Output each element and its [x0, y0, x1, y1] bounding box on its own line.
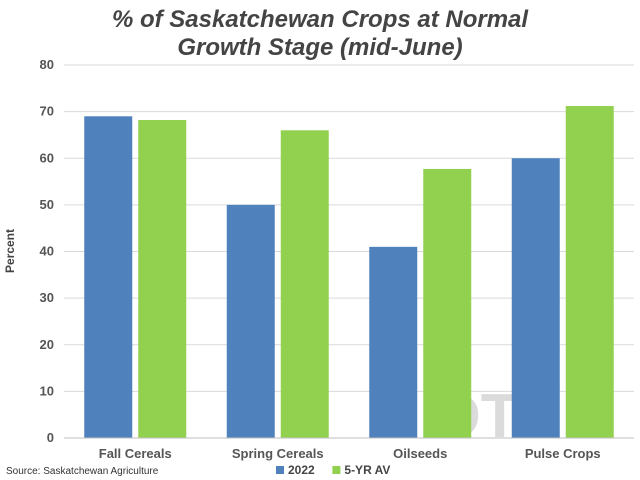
y-tick-label: 60: [40, 150, 54, 165]
y-axis: 0 10 20 30 40 50 60 70 80: [40, 57, 54, 445]
bar-5-yr-av-spring-cereals: [280, 130, 329, 438]
bar-5-yr-av-oilseeds: [423, 168, 472, 438]
bar-5-yr-av-pulse-crops: [565, 106, 614, 438]
chart-title-line-2: Growth Stage (mid-June): [177, 34, 462, 61]
bar-2022-oilseeds: [369, 246, 418, 438]
x-tick-label: Pulse Crops: [525, 446, 601, 461]
legend-label: 2022: [288, 463, 315, 477]
legend-label: 5-YR AV: [344, 463, 390, 477]
y-tick-label: 40: [40, 244, 54, 259]
legend-swatch: [276, 466, 284, 474]
y-tick-label: 0: [47, 430, 54, 445]
chart-title-line-1: % of Saskatchewan Crops at Normal: [112, 6, 529, 33]
x-tick-label: Oilseeds: [393, 446, 447, 461]
legend-swatch: [332, 466, 341, 474]
bar-5-yr-av-fall-cereals: [138, 120, 187, 438]
y-tick-label: 50: [40, 197, 54, 212]
x-axis: Fall Cereals Spring Cereals Oilseeds Pulse …: [99, 446, 601, 461]
bar-2022-fall-cereals: [84, 116, 133, 438]
y-axis-label: Percent: [3, 229, 17, 273]
bar-2022-pulse-crops: [511, 158, 560, 438]
legend: 2022 5-YR AV: [276, 463, 390, 477]
y-tick-label: 80: [40, 57, 54, 72]
y-tick-label: 20: [40, 337, 54, 352]
y-tick-label: 70: [40, 104, 54, 119]
x-tick-label: Fall Cereals: [99, 446, 172, 461]
bars: [84, 106, 614, 438]
bar-2022-spring-cereals: [226, 204, 275, 438]
y-tick-label: 30: [40, 290, 54, 305]
source-note: Source: Saskatchewan Agriculture: [6, 466, 159, 477]
y-tick-label: 10: [40, 383, 54, 398]
x-tick-label: Spring Cereals: [232, 446, 324, 461]
